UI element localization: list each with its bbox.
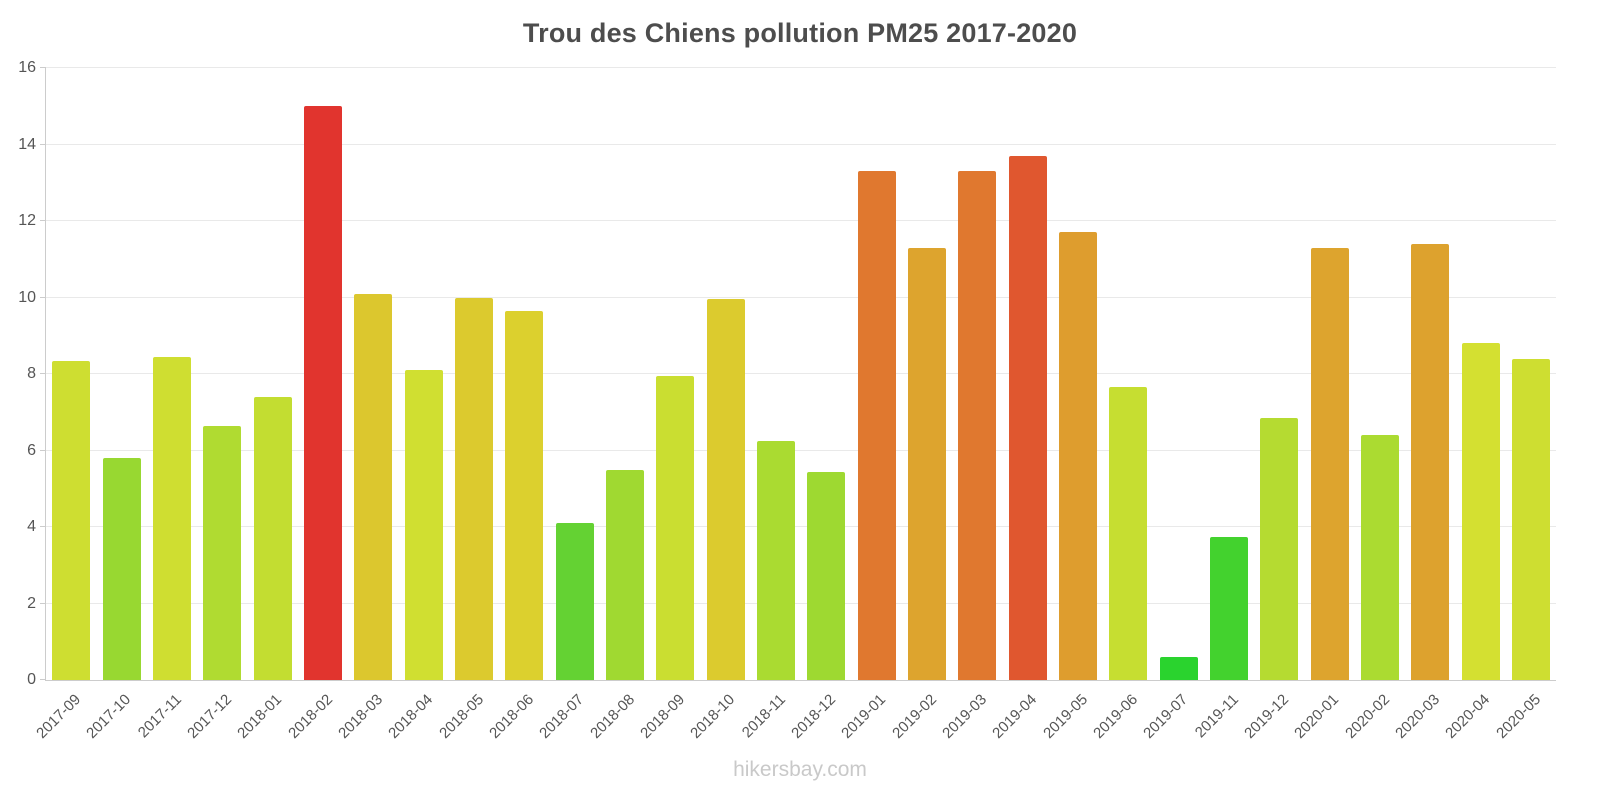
gridline <box>46 373 1556 374</box>
bar-2019-06 <box>1109 387 1148 680</box>
bar-2019-12 <box>1260 418 1299 680</box>
bar-2018-08 <box>605 469 644 680</box>
x-axis: 2017-09 2017-10 2017-11 2017-12 2018-01 2018-… <box>33 681 1555 761</box>
x-tick-label: 2018-08 <box>586 691 638 742</box>
gridline <box>46 296 1556 298</box>
x-tick-label: 2018-02 <box>284 691 336 742</box>
bar-2019-02 <box>907 247 946 680</box>
y-tick-label: 6 <box>27 441 36 459</box>
x-tick-label: 2017-10 <box>83 691 135 742</box>
bar-2018-07 <box>555 523 594 680</box>
y-tick <box>40 67 46 68</box>
y-tick-label: 2 <box>27 594 36 612</box>
plot-area <box>40 67 1556 681</box>
x-tick-label: 2020-04 <box>1442 691 1494 742</box>
x-tick-label: 2018-04 <box>385 691 437 742</box>
y-tick-label: 4 <box>27 518 36 535</box>
bar-2018-02 <box>303 106 342 680</box>
bar-2019-01 <box>857 171 896 680</box>
bar-2020-03 <box>1411 243 1450 680</box>
x-tick-label: 2019-07 <box>1140 691 1192 742</box>
y-tick <box>40 296 46 298</box>
watermark: hikersbay.com <box>733 758 867 781</box>
x-tick-label: 2019-06 <box>1090 691 1142 742</box>
bar-2019-03 <box>958 171 997 680</box>
gridline <box>46 449 1556 451</box>
bar-2020-02 <box>1360 435 1399 680</box>
x-tick-label: 2017-09 <box>33 691 85 742</box>
gridline <box>46 220 1556 221</box>
y-tick <box>40 679 46 680</box>
gridline <box>46 526 1556 527</box>
bar-2018-05 <box>454 297 493 680</box>
x-tick-label: 2019-04 <box>989 691 1041 742</box>
y-axis: 0 2 4 6 8 10 12 14 16 <box>0 59 36 688</box>
bar-2018-12 <box>807 471 846 680</box>
x-tick-label: 2020-03 <box>1392 691 1444 742</box>
bar-2018-06 <box>505 310 544 680</box>
x-tick-label: 2018-10 <box>687 691 739 742</box>
x-tick-label: 2017-11 <box>134 691 185 742</box>
y-tick <box>40 143 46 145</box>
bar-2020-01 <box>1310 247 1349 680</box>
x-tick-label: 2018-12 <box>788 691 840 742</box>
y-tick <box>40 602 46 604</box>
x-tick-label: 2018-05 <box>435 691 487 742</box>
bar-2018-01 <box>253 396 292 680</box>
y-tick-label: 16 <box>18 59 36 76</box>
bar-2019-11 <box>1209 536 1248 680</box>
bar-2018-03 <box>354 293 393 680</box>
y-tick-label: 14 <box>18 135 36 153</box>
x-tick-label: 2020-02 <box>1341 691 1393 742</box>
bar-2019-04 <box>1008 155 1047 680</box>
bar-2018-04 <box>404 370 443 680</box>
bar-2017-11 <box>152 356 191 680</box>
x-tick-label: 2018-11 <box>738 691 789 742</box>
x-tick-label: 2018-01 <box>234 691 286 742</box>
bar-2017-12 <box>203 425 242 680</box>
x-tick-label: 2017-12 <box>184 691 236 742</box>
bar-2019-07 <box>1159 657 1198 680</box>
x-tick-label: 2019-03 <box>939 691 991 742</box>
y-tick-label: 12 <box>18 212 36 229</box>
bar-2019-05 <box>1058 232 1097 680</box>
y-tick <box>40 373 46 374</box>
x-tick-label: 2019-01 <box>838 691 890 742</box>
x-tick-label: 2018-09 <box>637 691 689 742</box>
gridline <box>46 67 1556 68</box>
bar-2020-04 <box>1461 343 1500 680</box>
x-tick-label: 2019-05 <box>1039 691 1091 742</box>
x-tick-label: 2018-06 <box>486 691 538 742</box>
y-tick-label: 10 <box>18 288 36 306</box>
y-tick <box>40 220 46 221</box>
bar-2018-11 <box>756 440 795 680</box>
bar-2017-09 <box>52 360 91 680</box>
chart-title: Trou des Chiens pollution PM25 2017-2020 <box>522 18 1078 48</box>
y-tick <box>40 449 46 451</box>
y-tick-label: 8 <box>27 365 36 382</box>
x-tick-label: 2019-11 <box>1191 691 1242 742</box>
bar-2017-10 <box>102 458 141 680</box>
gridline <box>46 143 1556 145</box>
x-tick-label: 2020-01 <box>1291 691 1343 742</box>
x-tick-label: 2019-12 <box>1241 691 1293 742</box>
gridline <box>46 602 1556 604</box>
x-tick-label: 2018-03 <box>335 691 387 742</box>
bar-2018-09 <box>656 375 695 680</box>
bar-2020-05 <box>1511 358 1550 680</box>
bar-2018-10 <box>706 299 745 680</box>
y-tick-label: 0 <box>27 671 36 688</box>
x-tick-label: 2019-02 <box>888 691 940 742</box>
x-tick-label: 2018-07 <box>536 691 588 742</box>
y-tick <box>40 526 46 527</box>
x-tick-label: 2020-05 <box>1492 691 1544 742</box>
